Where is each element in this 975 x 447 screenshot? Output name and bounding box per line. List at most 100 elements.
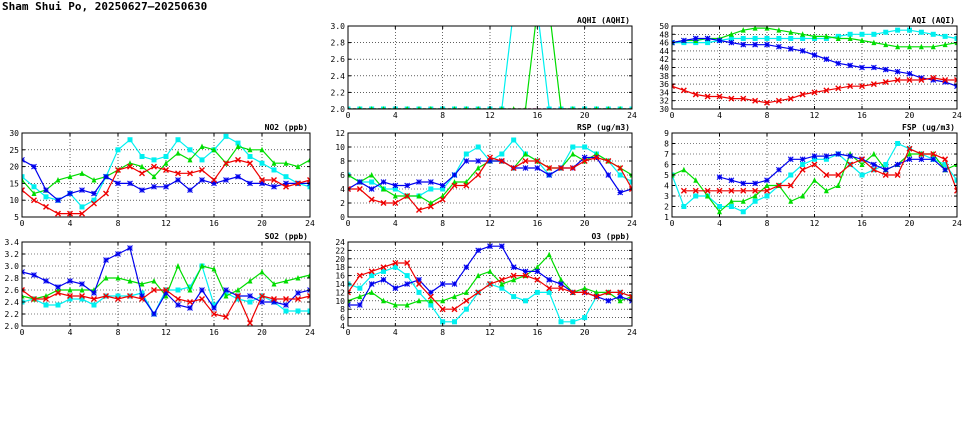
series-2-point bbox=[907, 151, 912, 157]
series-4-point bbox=[163, 166, 169, 173]
y-tick-label: 2.8 bbox=[331, 39, 346, 48]
series-2-point bbox=[247, 146, 253, 153]
y-tick-label: 20 bbox=[335, 255, 345, 264]
y-tick-label: 30 bbox=[9, 129, 19, 138]
series-4-point bbox=[569, 289, 576, 296]
series-2-point bbox=[594, 289, 599, 295]
series-4-point bbox=[416, 207, 422, 213]
y-tick-label: 2 bbox=[664, 203, 669, 212]
series-2-point bbox=[499, 281, 505, 287]
series-2-point bbox=[571, 106, 575, 109]
x-tick-label: 4 bbox=[717, 111, 722, 120]
series-2-point bbox=[283, 160, 289, 166]
series-3-point bbox=[823, 153, 830, 159]
series-4-point bbox=[22, 187, 25, 194]
series-3-point bbox=[823, 56, 830, 63]
series-2-point bbox=[606, 106, 610, 109]
series-2-point bbox=[500, 106, 504, 109]
series-4-point bbox=[43, 296, 49, 302]
series-4-point bbox=[175, 296, 181, 302]
series-2-point bbox=[859, 161, 865, 167]
series-2-point bbox=[511, 276, 517, 283]
series-4-point bbox=[629, 293, 632, 300]
series-2-point bbox=[211, 146, 217, 153]
series-1-point bbox=[463, 151, 469, 157]
series-2-point bbox=[79, 170, 85, 176]
series-2-point bbox=[295, 275, 301, 281]
series-3-point bbox=[463, 264, 470, 271]
series-2-point bbox=[559, 106, 563, 109]
series-3-point bbox=[223, 287, 229, 293]
series-3-point bbox=[404, 182, 411, 189]
series-3-point bbox=[764, 177, 770, 184]
series-3-point bbox=[728, 177, 735, 184]
x-tick-label: 0 bbox=[670, 219, 675, 228]
series-2-point bbox=[463, 289, 469, 295]
series-4-point bbox=[427, 203, 434, 210]
series-3-point bbox=[775, 166, 782, 173]
series-3-point bbox=[617, 189, 624, 196]
series-3-point bbox=[522, 165, 529, 171]
series-1-point bbox=[546, 289, 552, 295]
series-1-point bbox=[511, 137, 517, 143]
series-4-point bbox=[918, 76, 925, 83]
series-2-point bbox=[428, 200, 434, 206]
series-1-point bbox=[475, 144, 481, 150]
series-4-point bbox=[510, 272, 517, 279]
series-2-point bbox=[895, 43, 901, 50]
series-3-point bbox=[223, 177, 229, 183]
series-4-point bbox=[835, 172, 842, 178]
series-2-point bbox=[452, 293, 457, 300]
series-3-point bbox=[55, 284, 61, 290]
series-4-point bbox=[404, 193, 411, 199]
series-2-point bbox=[452, 179, 457, 185]
y-tick-label: 3.4 bbox=[5, 238, 20, 247]
series-4-point bbox=[498, 158, 505, 164]
series-3-point bbox=[439, 281, 446, 287]
series-3-point bbox=[811, 52, 818, 58]
series-2-point bbox=[859, 37, 865, 44]
series-2-point bbox=[475, 165, 481, 171]
y-tick-label: 9 bbox=[664, 129, 669, 138]
series-4-point bbox=[870, 81, 877, 88]
series-3 bbox=[22, 156, 310, 204]
series-1-point bbox=[139, 154, 145, 160]
series-3-point bbox=[259, 299, 265, 305]
series-3-point bbox=[728, 39, 735, 46]
series-3-point bbox=[211, 180, 217, 187]
series-1-point bbox=[776, 35, 782, 41]
y-tick-label: 36 bbox=[659, 80, 669, 89]
series-3-point bbox=[942, 166, 949, 173]
series-1-point bbox=[954, 177, 957, 183]
series-3-point bbox=[175, 177, 181, 183]
series-3-point bbox=[787, 156, 794, 163]
series-4-point bbox=[235, 156, 241, 163]
series-2-point bbox=[871, 39, 877, 46]
series-4-point bbox=[581, 158, 588, 164]
series-2-point bbox=[247, 278, 253, 284]
series-2-point bbox=[487, 268, 493, 274]
series-1-point bbox=[115, 147, 121, 153]
series-2-point bbox=[776, 27, 782, 33]
series-4-point bbox=[918, 151, 925, 157]
series-2-point bbox=[187, 156, 193, 163]
series-3-point bbox=[498, 243, 505, 250]
series-4-point bbox=[558, 285, 564, 292]
series-4-point bbox=[522, 158, 529, 164]
series-1-point bbox=[871, 31, 877, 37]
y-tick-label: 2.6 bbox=[331, 55, 346, 64]
series-3-point bbox=[211, 305, 217, 311]
series-1-point bbox=[235, 296, 241, 302]
series-4-point bbox=[605, 289, 612, 296]
series-4-point bbox=[617, 289, 624, 296]
series-3 bbox=[672, 35, 957, 90]
series-4-point bbox=[906, 145, 913, 152]
x-tick-label: 24 bbox=[305, 328, 315, 337]
series-4-point bbox=[259, 293, 265, 299]
series-4-point bbox=[247, 320, 253, 326]
series-1-point bbox=[823, 156, 829, 162]
x-tick-label: 0 bbox=[670, 111, 675, 120]
series-4-point bbox=[163, 287, 169, 293]
series-4-point bbox=[799, 166, 806, 173]
